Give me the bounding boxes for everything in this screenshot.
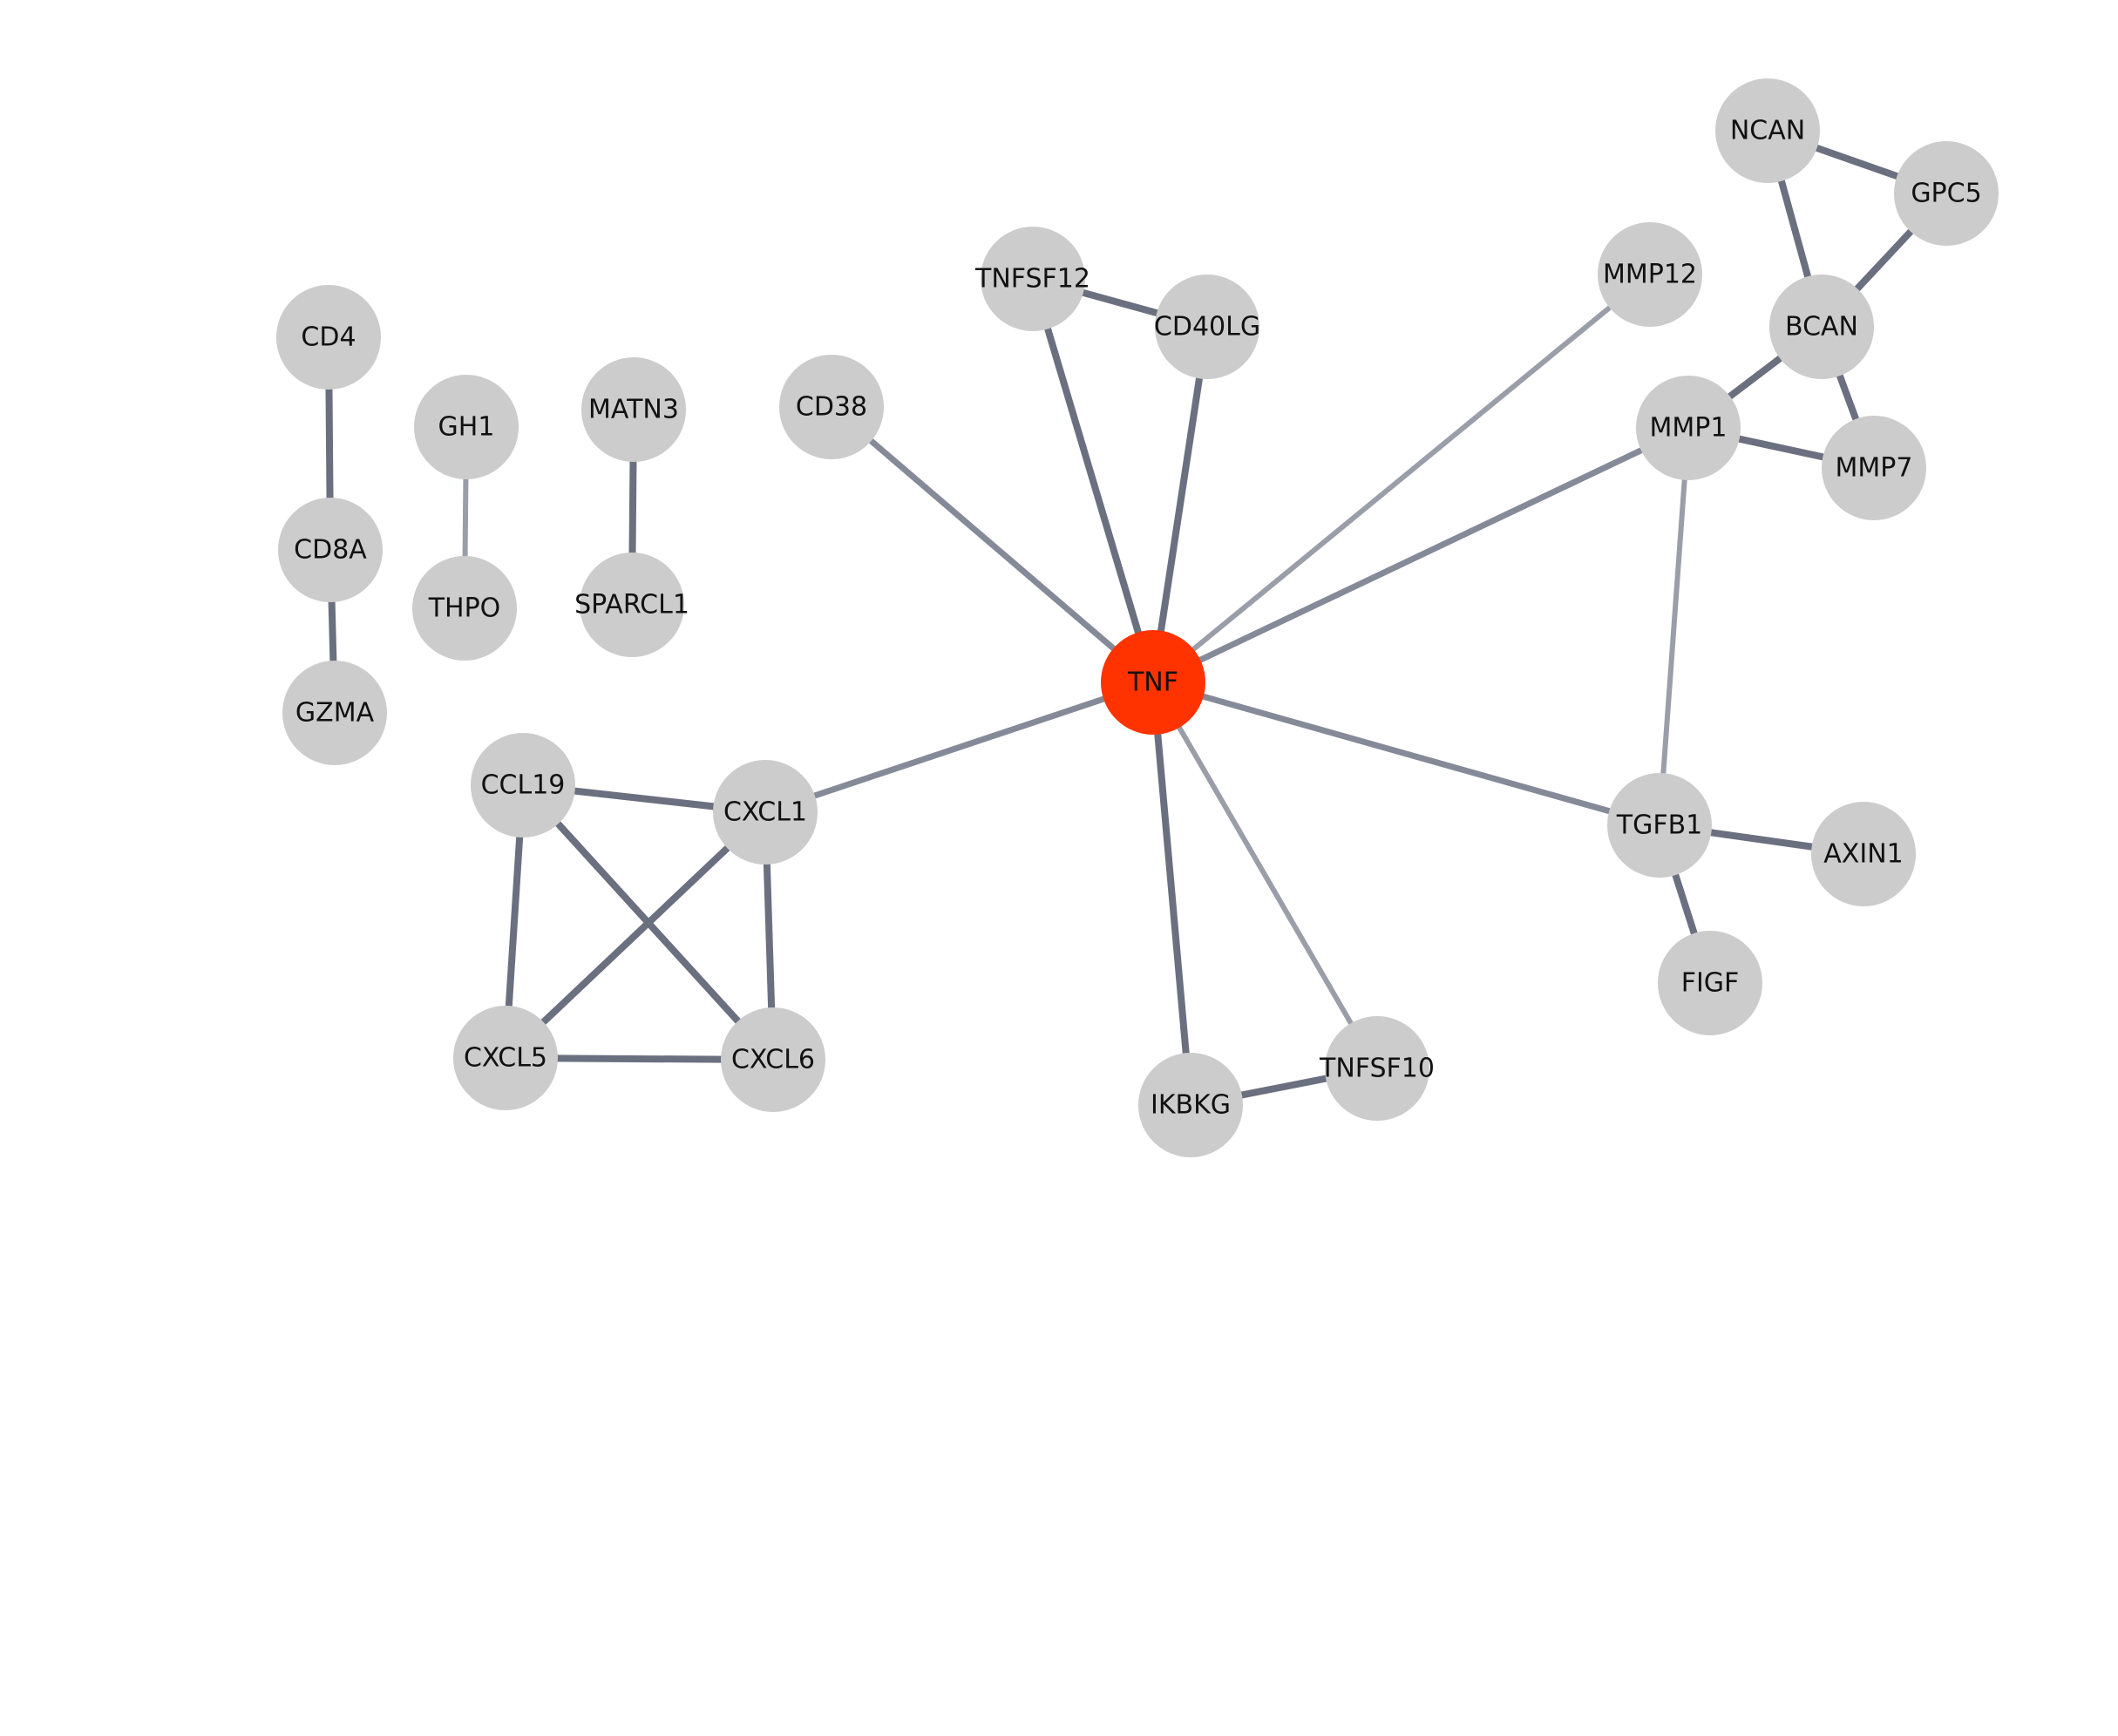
node-label: TNFSF10	[1319, 1054, 1435, 1084]
node-gzma[interactable]: GZMA	[282, 661, 387, 765]
node-bcan[interactable]: BCAN	[1769, 275, 1874, 379]
edge-mmp1-tnf	[1150, 424, 1692, 686]
node-circle[interactable]	[580, 553, 684, 657]
node-circle[interactable]	[1155, 275, 1259, 379]
node-matn3[interactable]: MATN3	[581, 357, 686, 462]
node-circle[interactable]	[453, 1006, 558, 1110]
node-thpo[interactable]: THPO	[412, 556, 517, 661]
node-circle[interactable]	[581, 357, 686, 462]
node-tgfb1[interactable]: TGFB1	[1607, 773, 1712, 878]
node-circle[interactable]	[981, 227, 1085, 331]
edge-cxcl1-cxcl5	[502, 809, 769, 1061]
node-label: IKBKG	[1151, 1090, 1231, 1121]
node-ccl19[interactable]: CCL19	[471, 733, 575, 837]
edge-mmp12-tnf	[1151, 272, 1653, 685]
node-label: CXCL1	[723, 797, 807, 828]
node-label: MMP12	[1603, 260, 1697, 290]
node-circle[interactable]	[1715, 78, 1820, 183]
node-label: TGFB1	[1616, 810, 1703, 841]
node-label: GPC5	[1911, 179, 1981, 209]
node-label: GH1	[438, 412, 495, 443]
nodes-layer: TNF NCAN GPC5 BCAN MMP12 TNFSF12 CD40LG MMP1 MMP…	[276, 78, 1999, 1157]
node-cd8a[interactable]: CD8A	[278, 498, 383, 602]
node-tnfsf12[interactable]: TNFSF12	[974, 227, 1090, 331]
node-circle[interactable]	[276, 285, 381, 390]
node-label: CCL19	[481, 770, 566, 801]
node-circle[interactable]	[282, 661, 387, 765]
node-tnfsf10[interactable]: TNFSF10	[1319, 1016, 1435, 1121]
node-ikbkg[interactable]: IKBKG	[1138, 1053, 1243, 1157]
node-circle[interactable]	[1325, 1016, 1429, 1121]
edge-mmp1-tgfb1	[1657, 425, 1691, 828]
node-label: FIGF	[1681, 968, 1740, 999]
node-tnf[interactable]: TNF	[1101, 630, 1205, 735]
node-circle[interactable]	[412, 556, 517, 661]
node-circle[interactable]	[1101, 630, 1205, 735]
node-label: GZMA	[295, 698, 375, 729]
node-label: TNFSF12	[974, 264, 1090, 295]
node-sparcl1[interactable]: SPARCL1	[574, 553, 689, 657]
node-label: CD8A	[294, 535, 367, 566]
node-mmp1[interactable]: MMP1	[1636, 376, 1741, 480]
edge-tgfb1-tnf	[1150, 679, 1663, 829]
node-gpc5[interactable]: GPC5	[1894, 141, 1999, 246]
node-circle[interactable]	[779, 355, 884, 459]
node-label: AXIN1	[1823, 839, 1903, 870]
node-label: THPO	[428, 593, 501, 624]
node-cd4[interactable]: CD4	[276, 285, 381, 390]
node-circle[interactable]	[278, 498, 383, 602]
node-circle[interactable]	[471, 733, 575, 837]
edge-tnfsf10-tnf	[1151, 680, 1380, 1071]
node-circle[interactable]	[1138, 1053, 1243, 1157]
node-circle[interactable]	[1769, 275, 1874, 379]
node-label: CD4	[301, 322, 356, 353]
node-label: CXCL5	[464, 1043, 547, 1074]
node-label: NCAN	[1730, 116, 1805, 146]
node-label: CD40LG	[1154, 312, 1260, 342]
node-circle[interactable]	[1811, 802, 1916, 906]
node-figf[interactable]: FIGF	[1658, 931, 1762, 1035]
node-label: CXCL6	[731, 1045, 815, 1075]
edge-cxcl1-tnf	[762, 679, 1157, 816]
node-label: TNF	[1127, 668, 1178, 698]
node-cxcl1[interactable]: CXCL1	[713, 760, 818, 865]
node-circle[interactable]	[1822, 416, 1926, 520]
node-circle[interactable]	[1598, 222, 1702, 327]
node-label: BCAN	[1785, 312, 1858, 342]
node-cxcl6[interactable]: CXCL6	[721, 1007, 825, 1112]
node-circle[interactable]	[1636, 376, 1741, 480]
node-circle[interactable]	[1607, 773, 1712, 878]
node-circle[interactable]	[414, 375, 519, 479]
node-label: CD38	[796, 392, 867, 423]
node-circle[interactable]	[1894, 141, 1999, 246]
edge-cd40lg-tnf	[1150, 323, 1211, 686]
edge-tnfsf12-tnf	[1029, 275, 1157, 686]
node-label: MATN3	[588, 395, 679, 425]
node-label: MMP7	[1836, 453, 1913, 484]
node-cd38[interactable]: CD38	[779, 355, 884, 459]
node-label: MMP1	[1650, 413, 1728, 444]
node-gh1[interactable]: GH1	[414, 375, 519, 479]
node-circle[interactable]	[721, 1007, 825, 1112]
node-label: SPARCL1	[574, 590, 689, 620]
node-ncan[interactable]: NCAN	[1715, 78, 1820, 183]
edge-ikbkg-tnf	[1150, 679, 1194, 1109]
node-circle[interactable]	[1658, 931, 1762, 1035]
node-axin1[interactable]: AXIN1	[1811, 802, 1916, 906]
node-circle[interactable]	[713, 760, 818, 865]
edge-cd38-tnf	[828, 403, 1157, 686]
node-cd40lg[interactable]: CD40LG	[1154, 275, 1260, 379]
node-cxcl5[interactable]: CXCL5	[453, 1006, 558, 1110]
node-mmp7[interactable]: MMP7	[1822, 416, 1926, 520]
node-mmp12[interactable]: MMP12	[1598, 222, 1702, 327]
